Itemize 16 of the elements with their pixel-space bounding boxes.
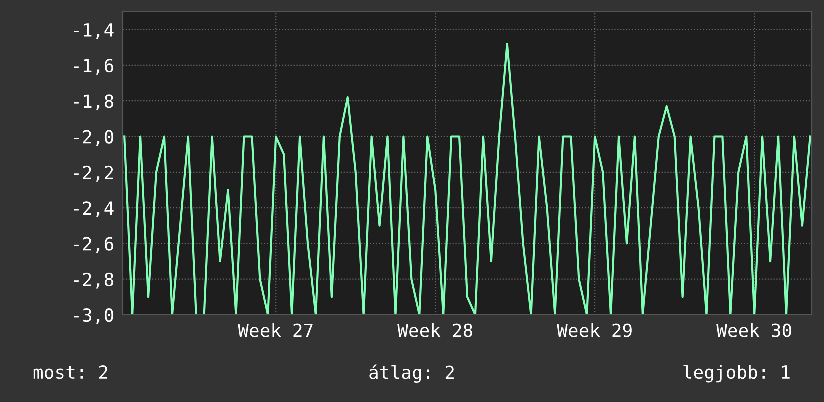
y-tick-label: -2,2 (74, 166, 114, 182)
x-tick-label: Week 28 (398, 323, 472, 338)
x-tick-label: Week 29 (557, 323, 632, 338)
text: átlag: 2 (370, 364, 454, 384)
y-tick-label: -1,6 (74, 58, 114, 75)
text: legjobb: 1 (684, 365, 790, 383)
y-tick-label: -2,8 (74, 272, 114, 289)
y-tick-label: -3,0 (74, 308, 114, 324)
y-tick-label: -2,0 (74, 130, 114, 146)
y-tick-label: -2,6 (74, 237, 114, 254)
y-tick-label: -1,4 (74, 24, 114, 40)
y-tick-label: -2,4 (74, 202, 114, 218)
x-tick-label: Week 30 (716, 323, 792, 338)
y-tick-label: -1,8 (74, 94, 114, 111)
text: most: 2 (34, 365, 108, 380)
x-tick-label: Week 27 (238, 323, 313, 338)
